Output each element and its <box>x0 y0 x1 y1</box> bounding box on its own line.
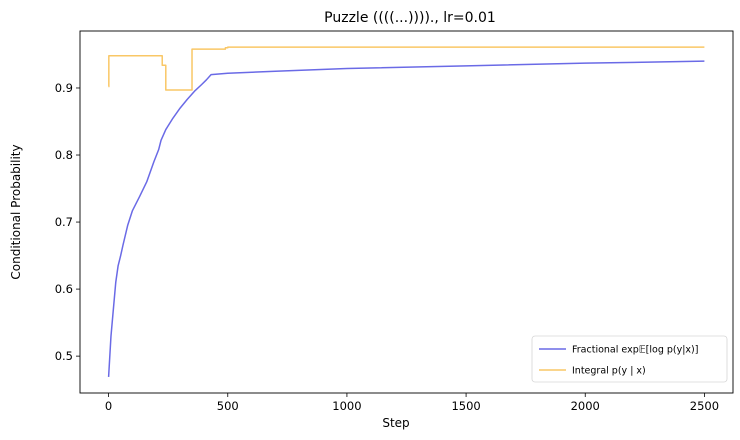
x-tick-label: 1500 <box>451 399 480 413</box>
x-axis: 0 500 1000 1500 2000 2500 <box>105 393 719 413</box>
legend-label-1: Fractional exp𝔼[log p(y|x)] <box>572 345 698 356</box>
x-tick-label: 1000 <box>332 399 361 413</box>
x-tick-label: 2500 <box>690 399 719 413</box>
legend-box <box>531 335 728 383</box>
y-tick-label: 0.5 <box>55 349 73 363</box>
plot-area <box>79 30 734 394</box>
y-tick-label: 0.6 <box>55 282 73 296</box>
x-axis-label: Step <box>382 416 409 430</box>
y-tick-label: 0.9 <box>55 81 73 95</box>
y-axis: 0.5 0.6 0.7 0.8 0.9 <box>55 81 80 363</box>
chart-title: Puzzle ((((...))))., lr=0.01 <box>324 10 496 26</box>
plot-frame <box>79 30 734 394</box>
y-axis-label: Conditional Probability <box>9 144 23 279</box>
series-line-2 <box>108 46 705 91</box>
x-tick-label: 0 <box>105 399 112 413</box>
x-tick-label: 500 <box>217 399 239 413</box>
series-line-1 <box>107 60 705 377</box>
legend: Fractional exp𝔼[log p(y|x)] Integral p(y … <box>531 335 728 383</box>
series-layer <box>107 46 705 377</box>
legend-label-2: Integral p(y | x) <box>572 366 646 377</box>
y-tick-label: 0.8 <box>55 148 73 162</box>
y-tick-label: 0.7 <box>55 215 73 229</box>
x-tick-label: 2000 <box>571 399 600 413</box>
